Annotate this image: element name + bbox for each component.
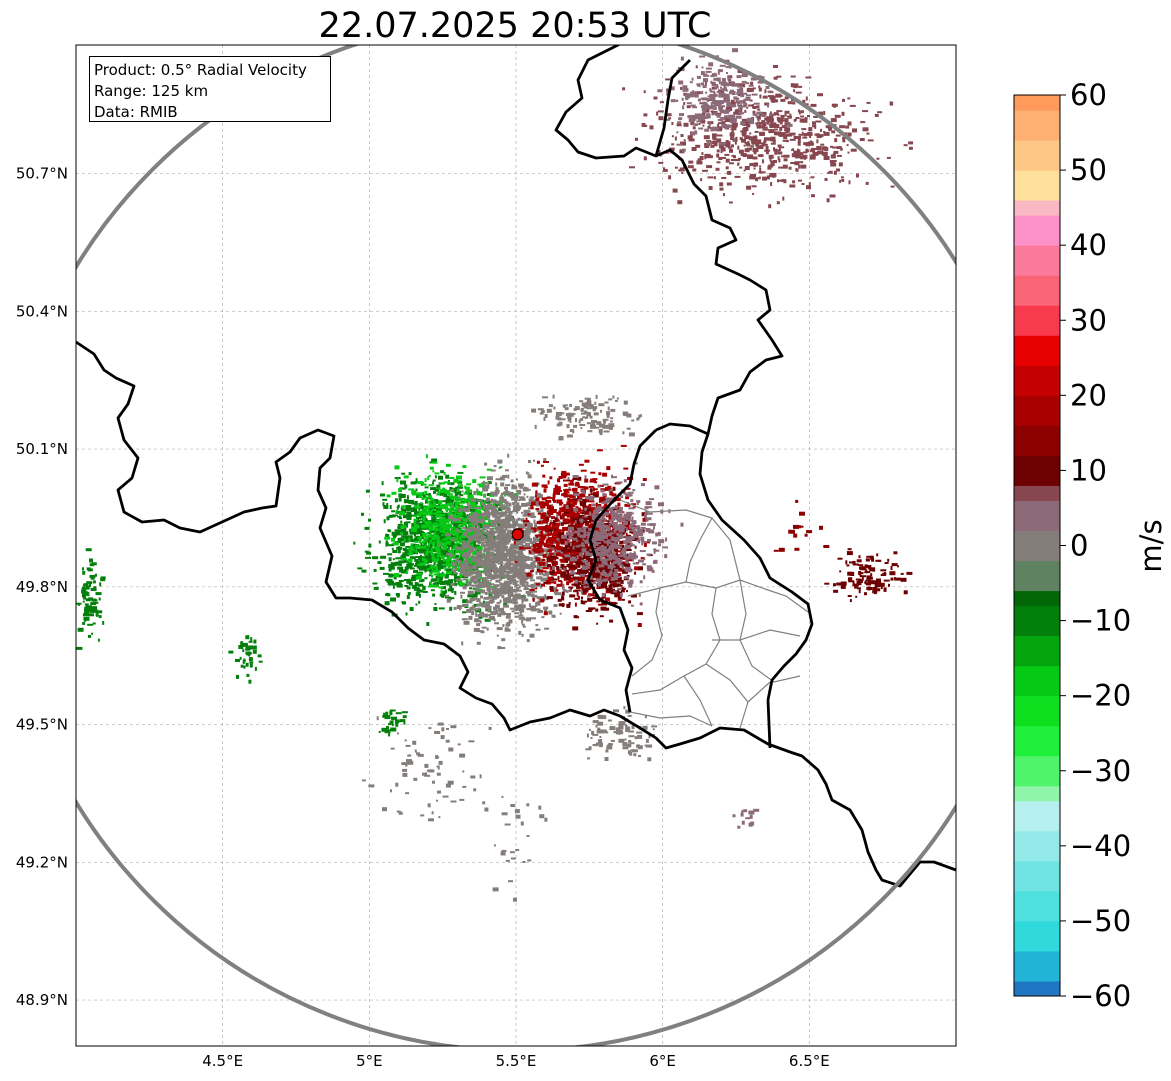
colorbar-band	[1014, 395, 1060, 426]
colorbar-tick-label: 0	[1070, 529, 1088, 563]
echo-cluster	[378, 709, 408, 737]
colorbar-band	[1014, 305, 1060, 336]
colorbar-tick-label: 50	[1070, 153, 1107, 187]
lat-tick-label: 48.9°N	[16, 991, 68, 1009]
colorbar-band	[1014, 800, 1060, 832]
colorbar-band	[1014, 605, 1060, 637]
colorbar-band	[1014, 170, 1060, 201]
figure-title: 22.07.2025 20:53 UTC	[319, 6, 712, 46]
country-border	[654, 59, 691, 157]
lat-tick-label: 50.1°N	[16, 440, 68, 458]
colorbar-band	[1014, 335, 1060, 366]
echo-cluster	[482, 795, 548, 902]
lon-tick-label: 5.5°E	[496, 1052, 537, 1070]
colorbar-tick-label: −30	[1070, 754, 1131, 788]
lat-tick-label: 50.4°N	[16, 302, 68, 320]
map-frame	[75, 44, 957, 1047]
colorbar-band	[1014, 590, 1060, 607]
colorbar-tick-label: 40	[1070, 228, 1107, 262]
info-source: Data: RMIB	[94, 103, 178, 121]
echo-cluster	[535, 462, 684, 607]
country-borders	[76, 45, 956, 888]
colorbar-band	[1014, 665, 1060, 697]
colorbar-band	[1014, 275, 1060, 306]
lat-tick-label: 49.5°N	[16, 716, 68, 734]
colorbar-ticks: 60 50 40 30 20 10 0 −10 −20 −30 −40 −50 −60	[1060, 78, 1131, 1013]
lon-tick-label: 4.5°E	[202, 1052, 243, 1070]
echo-cluster	[228, 635, 263, 684]
colorbar-tick-label: −60	[1070, 979, 1131, 1013]
colorbar-band	[1014, 140, 1060, 171]
echo-cluster	[361, 716, 492, 822]
colorbar-tick-label: 30	[1070, 303, 1107, 337]
echo-cluster	[824, 548, 913, 603]
colorbar-band	[1014, 365, 1060, 396]
echo-cluster	[657, 48, 793, 152]
radar-site-marker	[511, 528, 524, 541]
lat-tick-label: 50.7°N	[16, 165, 68, 183]
echo-cluster	[732, 808, 760, 829]
info-range: Range: 125 km	[94, 82, 209, 100]
echo-cluster	[76, 548, 106, 650]
echo-cluster	[773, 499, 830, 552]
colorbar-band	[1014, 500, 1060, 531]
colorbar-band	[1014, 95, 1060, 111]
colorbar-band	[1014, 725, 1060, 757]
colorbar-band	[1014, 425, 1060, 456]
radar-echoes	[76, 48, 914, 902]
country-border	[586, 429, 657, 713]
country-border	[554, 45, 814, 749]
echo-cluster	[622, 59, 914, 209]
colorbar-band	[1014, 785, 1060, 802]
lat-tick-label: 49.8°N	[16, 578, 68, 596]
colorbar-label: m/s	[1134, 519, 1168, 572]
colorbar: 60 50 40 30 20 10 0 −10 −20 −30 −40 −50 −60 m/s	[1013, 78, 1168, 1013]
colorbar-band	[1014, 485, 1060, 501]
country-border	[655, 422, 709, 436]
colorbar-band	[1014, 110, 1060, 141]
colorbar-tick-label: −50	[1070, 904, 1131, 938]
colorbar-band	[1014, 980, 1060, 997]
longitude-labels: 4.5°E 5°E 5.5°E 6°E 6.5°E	[202, 1052, 830, 1070]
echo-cluster	[438, 453, 577, 650]
admin-border	[627, 579, 809, 729]
colorbar-band	[1014, 560, 1060, 592]
colorbar-tick-label: 20	[1070, 378, 1107, 412]
colorbar-tick-label: −20	[1070, 679, 1131, 713]
colorbar-tick-label: −10	[1070, 604, 1131, 638]
colorbar-tick-label: 10	[1070, 453, 1107, 487]
colorbar-band	[1014, 530, 1060, 562]
colorbar-band	[1014, 755, 1060, 787]
country-border	[76, 340, 956, 888]
lat-tick-label: 49.2°N	[16, 853, 68, 871]
lon-tick-label: 6°E	[649, 1052, 676, 1070]
colorbar-band	[1014, 950, 1060, 982]
colorbar-bands	[1014, 95, 1060, 997]
map-content	[76, 45, 956, 1046]
colorbar-band	[1014, 695, 1060, 727]
colorbar-band	[1014, 920, 1060, 952]
colorbar-tick-label: 60	[1070, 78, 1107, 112]
info-product: Product: 0.5° Radial Velocity	[94, 61, 307, 79]
colorbar-tick-label: −40	[1070, 829, 1131, 863]
colorbar-band	[1014, 890, 1060, 922]
colorbar-band	[1014, 635, 1060, 667]
colorbar-band	[1014, 215, 1060, 246]
latitude-labels: 50.7°N 50.4°N 50.1°N 49.8°N 49.5°N 49.2°N 48.9…	[16, 165, 68, 1010]
admin-border	[619, 499, 741, 583]
lon-tick-label: 5°E	[356, 1052, 383, 1070]
colorbar-band	[1014, 200, 1060, 216]
colorbar-band	[1014, 860, 1060, 892]
info-box: Product: 0.5° Radial Velocity Range: 125…	[89, 56, 331, 122]
lon-tick-label: 6.5°E	[789, 1052, 830, 1070]
colorbar-band	[1014, 830, 1060, 862]
colorbar-band	[1014, 245, 1060, 276]
admin-borders	[619, 499, 809, 729]
colorbar-band	[1014, 455, 1060, 486]
echo-cluster	[531, 394, 642, 441]
